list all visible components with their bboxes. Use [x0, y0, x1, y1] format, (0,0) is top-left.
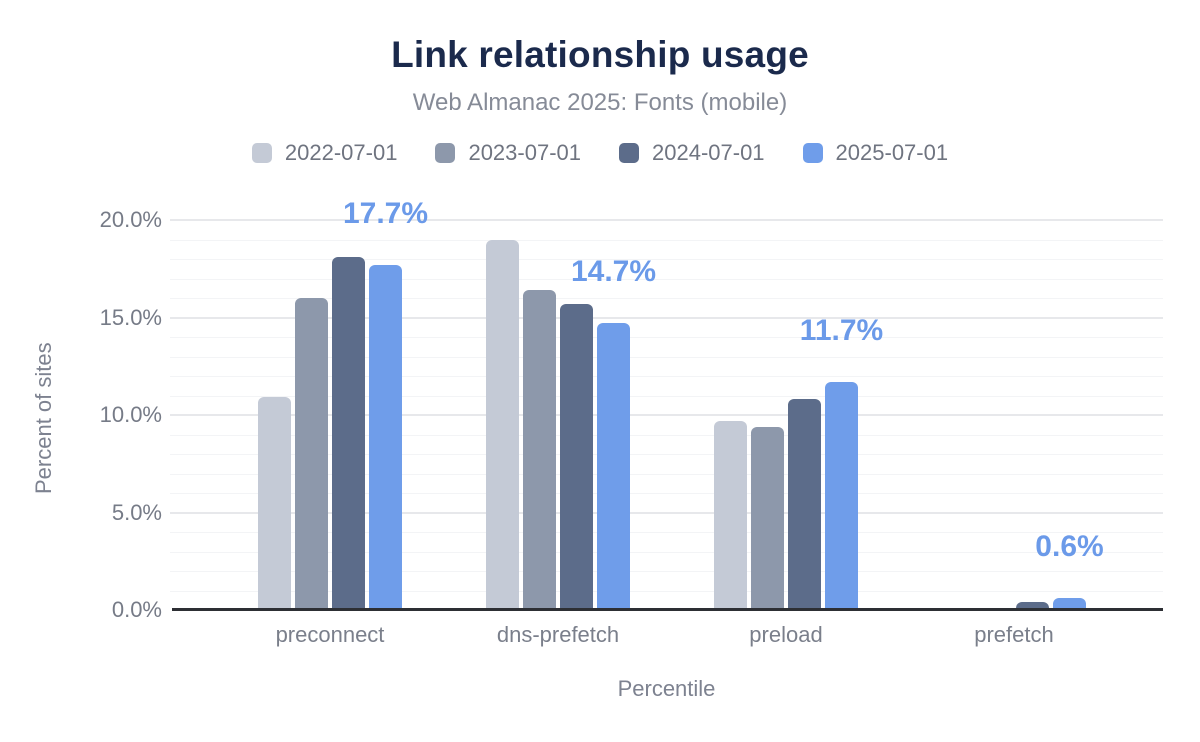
gridline: [170, 298, 1163, 299]
y-tick-label: 0.0%: [111, 597, 162, 622]
bar-2023-07-01-preconnect[interactable]: [295, 298, 328, 610]
legend-item-2023-07-01[interactable]: 2023-07-01: [435, 140, 581, 166]
gridline: [170, 590, 1163, 592]
y-tick-label: 15.0%: [99, 304, 162, 330]
value-annotation-dns-prefetch: 14.7%: [570, 255, 657, 289]
y-tick-label: 20.0%: [99, 207, 162, 232]
gridline: [170, 395, 1163, 397]
legend-item-2022-07-01[interactable]: 2022-07-01: [251, 140, 398, 166]
bar-2022-07-01-dns-prefetch[interactable]: [486, 239, 519, 610]
gridline: [170, 316, 1163, 319]
y-tick-label: 5.0%: [111, 499, 162, 525]
legend-label: 2023-07-01: [468, 140, 581, 165]
gridline: [170, 511, 1163, 514]
gridline: [170, 239, 1163, 241]
plot-area: preconnect dns-prefetch preload prefetch 17.…: [170, 197, 1163, 647]
gridline: [170, 571, 1163, 572]
gridline: [170, 337, 1163, 338]
gridline: [170, 356, 1163, 358]
bar-2024-07-01-preload[interactable]: [788, 399, 821, 610]
bar-2024-07-01-prefetch[interactable]: [1016, 602, 1049, 610]
bar-2025-07-01-prefetch[interactable]: [1053, 598, 1086, 610]
value-annotation-preconnect: 17.7%: [342, 196, 429, 230]
bar-2025-07-01-preload[interactable]: [825, 381, 858, 610]
gridline: [170, 434, 1163, 436]
bar-2022-07-01-preload[interactable]: [714, 420, 747, 610]
legend-label: 2025-07-01: [835, 140, 949, 165]
bar-2023-07-01-preload[interactable]: [751, 426, 784, 610]
gridline: [170, 493, 1163, 494]
gridline: [170, 532, 1163, 533]
bar-2025-07-01-preconnect[interactable]: [369, 264, 402, 610]
legend-label: 2024-07-01: [652, 140, 765, 165]
gridline: [170, 414, 1163, 416]
category-label-dns-prefetch: dns-prefetch: [496, 622, 620, 647]
legend-swatch-icon: [251, 143, 272, 163]
gridline: [170, 473, 1163, 475]
chart-subtitle: Web Almanac 2025: Fonts (mobile): [412, 89, 788, 116]
gridline: [170, 278, 1163, 280]
bar-2024-07-01-preconnect[interactable]: [332, 257, 365, 610]
bar-2024-07-01-dns-prefetch[interactable]: [560, 303, 593, 610]
gridline: [170, 219, 1163, 221]
bar-2022-07-01-preconnect[interactable]: [258, 397, 291, 610]
y-tick-label: 10.0%: [99, 402, 162, 427]
gridline: [170, 259, 1163, 260]
legend-swatch-icon: [802, 143, 823, 163]
x-axis-title: Percentile: [617, 676, 716, 701]
bar-2023-07-01-dns-prefetch[interactable]: [523, 290, 556, 610]
gridline: [170, 454, 1163, 455]
chart-title: Link relationship usage: [391, 34, 809, 75]
bar-2025-07-01-dns-prefetch[interactable]: [597, 323, 630, 610]
category-label-preload: preload: [749, 622, 823, 647]
value-annotation-prefetch: 0.6%: [1035, 530, 1104, 564]
gridline: [170, 551, 1163, 553]
legend-item-2024-07-01[interactable]: 2024-07-01: [619, 140, 765, 166]
legend-swatch-icon: [435, 143, 456, 163]
category-label-prefetch: prefetch: [974, 622, 1054, 647]
gridline: [170, 376, 1163, 377]
legend-label: 2022-07-01: [284, 140, 398, 165]
value-annotation-preload: 11.7%: [799, 313, 884, 347]
x-axis-line: [172, 608, 1163, 611]
legend-swatch-icon: [619, 143, 639, 163]
legend-item-2025-07-01[interactable]: 2025-07-01: [802, 140, 949, 166]
legend: 2022-07-01 2023-07-01 2024-07-01 2025-07-01: [0, 140, 1200, 166]
category-label-preconnect: preconnect: [275, 622, 385, 647]
